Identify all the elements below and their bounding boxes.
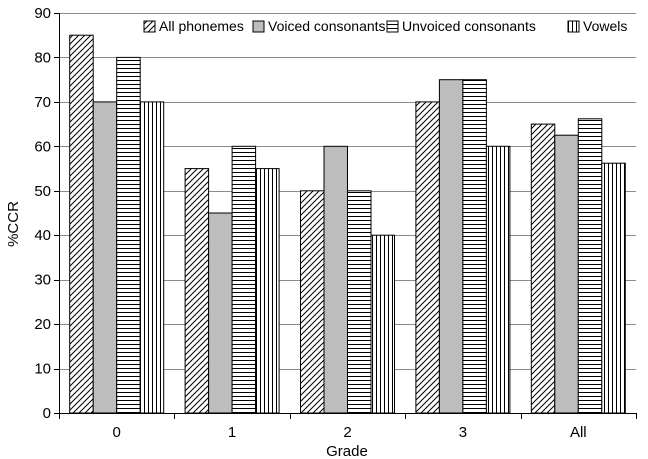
bar xyxy=(69,34,94,414)
legend-swatch xyxy=(386,20,399,33)
x-tick-label: 2 xyxy=(343,424,351,441)
legend-label: All phonemes xyxy=(159,18,244,34)
y-tick-labels: 0 10 20 30 40 50 60 70 80 90 xyxy=(34,5,51,422)
x-tick-label: All xyxy=(570,424,587,441)
legend: All phonemes Voiced consonants Unvoiced co… xyxy=(143,18,627,34)
bar xyxy=(231,145,257,414)
bar xyxy=(462,79,487,414)
bar xyxy=(415,101,440,414)
x-tick-labels: 0 1 2 3 All xyxy=(113,424,587,441)
bar xyxy=(601,162,626,414)
axes xyxy=(54,13,637,419)
bar xyxy=(323,145,348,414)
y-tick-label: 30 xyxy=(34,272,51,289)
y-tick-label: 0 xyxy=(43,405,51,422)
bar xyxy=(92,101,118,414)
y-tick-label: 50 xyxy=(34,183,51,200)
legend-swatch xyxy=(143,20,156,33)
y-tick-label: 10 xyxy=(34,361,51,378)
x-tick-label: 3 xyxy=(459,424,467,441)
x-axis-title: Grade xyxy=(326,443,368,459)
bar xyxy=(577,118,603,414)
y-tick-label: 60 xyxy=(34,138,51,155)
y-tick-label: 20 xyxy=(34,316,51,333)
y-tick-label: 80 xyxy=(34,49,51,66)
bars xyxy=(69,34,626,414)
y-tick-label: 70 xyxy=(34,94,51,111)
bar xyxy=(347,190,372,414)
bar xyxy=(438,79,464,414)
legend-swatch xyxy=(252,20,265,33)
y-tick-label: 40 xyxy=(34,227,51,244)
y-axis-title: %CCR xyxy=(5,201,22,247)
x-tick-label: 0 xyxy=(113,424,121,441)
legend-swatch xyxy=(567,20,580,33)
x-tick-label: 1 xyxy=(228,424,236,441)
bar xyxy=(255,168,280,414)
bar xyxy=(530,123,556,414)
y-tick-label: 90 xyxy=(34,5,51,22)
bar xyxy=(208,212,233,414)
bar xyxy=(300,190,325,414)
bar xyxy=(184,168,210,414)
bar xyxy=(485,145,511,414)
legend-label: Unvoiced consonants xyxy=(402,18,536,34)
bar xyxy=(116,56,141,414)
bar xyxy=(139,101,165,414)
legend-label: Vowels xyxy=(583,18,627,34)
legend-label: Voiced consonants xyxy=(268,18,386,34)
bar xyxy=(370,234,395,414)
bar xyxy=(554,134,579,414)
